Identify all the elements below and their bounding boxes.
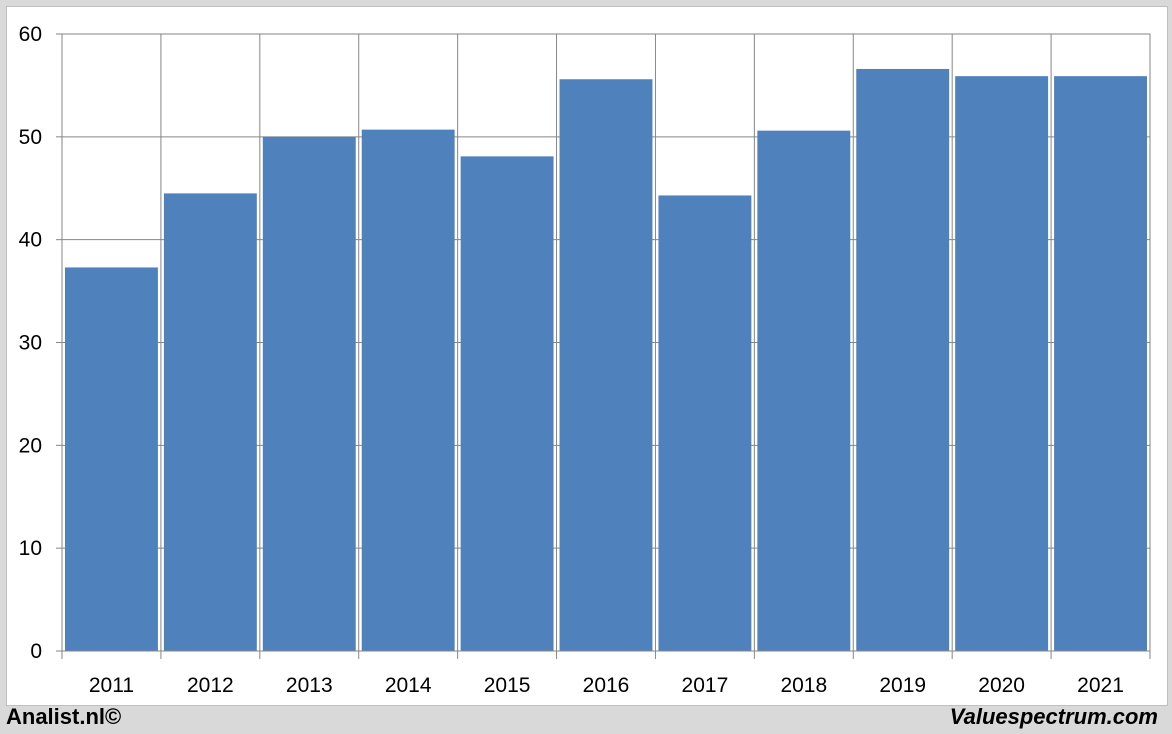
bar-2014	[361, 129, 455, 651]
x-tick-label: 2021	[1077, 674, 1124, 697]
bars	[65, 68, 1147, 652]
y-tick-label: 30	[19, 332, 42, 355]
bar-2020	[955, 76, 1049, 651]
source-credit-left: Analist.nl©	[6, 704, 122, 729]
x-tick-label: 2014	[385, 674, 432, 697]
bar-2021	[1054, 76, 1147, 651]
x-tick-label: 2019	[879, 674, 926, 697]
tick-labels: 0 10 20 30 40 50 60 2011 2012 2013 2014 2015 2016 201…	[19, 23, 1124, 697]
x-tick-label: 2012	[187, 674, 234, 697]
x-tick-label: 2013	[286, 674, 333, 697]
x-tick-label: 2016	[583, 674, 630, 697]
axes	[56, 33, 1150, 652]
y-tick-label: 40	[19, 229, 42, 252]
y-tick-label: 10	[19, 537, 42, 560]
x-tick-label: 2020	[978, 674, 1025, 697]
bar-2019	[856, 68, 950, 652]
bar-2015	[460, 156, 554, 651]
y-tick-label: 20	[19, 434, 42, 457]
x-tick-label: 2015	[484, 674, 531, 697]
bar-2013	[262, 136, 356, 652]
bar-2012	[163, 193, 257, 651]
x-tick-label: 2011	[89, 674, 134, 697]
y-tick-label: 0	[30, 640, 42, 663]
bar-2016	[559, 79, 653, 652]
bar-2011	[65, 267, 158, 651]
y-tick-label: 50	[19, 126, 42, 149]
y-tick-label: 60	[19, 23, 42, 46]
x-tick-label: 2018	[780, 674, 827, 697]
source-credit-right: Valuespectrum.com	[949, 704, 1158, 729]
bar-2018	[757, 130, 851, 651]
bar-2017	[658, 195, 752, 651]
x-tick-label: 2017	[682, 674, 729, 697]
